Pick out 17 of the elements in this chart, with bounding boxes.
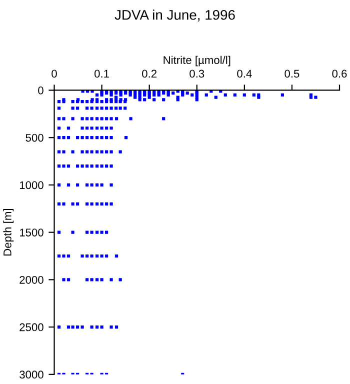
x-tick-label: 0.2 [142,70,156,78]
y-tick-label: 0 [38,86,44,94]
y-axis-title: Depth [m] [3,209,14,256]
y-tick-label: 2500 [20,323,44,332]
x-tick-label: 0.6 [332,70,347,78]
x-tick-label: 0 [52,70,57,78]
y-tick-label: 3000 [20,370,44,379]
x-tick-label: 0.4 [237,70,252,78]
y-tick-label: 1000 [20,181,44,190]
x-tick-label: 0.1 [94,70,109,78]
x-axis-title: Nitrite [µmol/l] [164,56,230,66]
x-tick-label: 0.5 [284,70,300,78]
y-tick-label: 500 [26,134,44,142]
x-tick-label: 0.3 [190,70,204,78]
y-tick-label: 1500 [20,228,44,236]
chart-title: JDVA in June, 1996 [114,10,235,22]
y-tick-label: 2000 [20,276,44,284]
